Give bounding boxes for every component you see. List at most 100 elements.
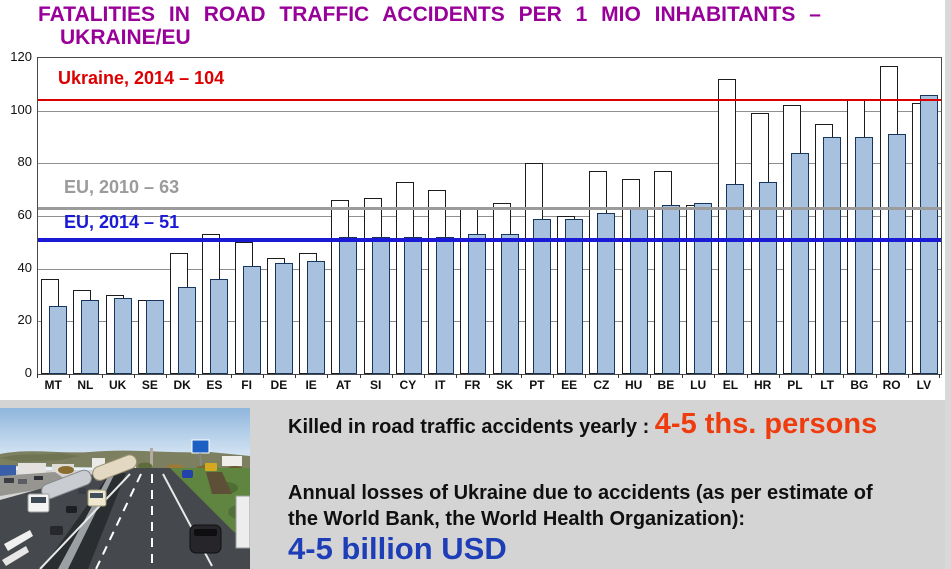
bar-2014-CZ	[597, 213, 616, 374]
x-axis: MT NL UK SE DK ES FI DE IE AT SI CY IT FR SK PT EE CZ HU BE…	[37, 374, 940, 396]
bar-2014-BG	[855, 137, 874, 374]
bar-2014-SE	[145, 300, 164, 374]
x-label-EE: EE	[561, 378, 578, 392]
x-label-HU: HU	[624, 378, 643, 392]
losses-value: 4-5 billion USD	[288, 531, 507, 566]
losses-line1: Annual losses of Ukraine due to accident…	[288, 482, 873, 504]
ref-label-51: EU, 2014 – 51	[64, 211, 180, 232]
x-label-IE: IE	[305, 378, 317, 392]
bar-group-HR	[748, 58, 780, 374]
page-title-line1: FATALITIES IN ROAD TRAFFIC ACCIDENTS PER…	[38, 3, 821, 26]
bar-group-SK	[490, 58, 522, 374]
killed-statistic: Killed in road traffic accidents yearly …	[288, 408, 877, 441]
x-label-BG: BG	[850, 378, 869, 392]
slide-right-edge	[945, 0, 951, 569]
x-tick	[746, 374, 748, 378]
bar-2014-IT	[436, 237, 454, 374]
y-tick-label: 120	[10, 49, 32, 64]
x-label-LU: LU	[690, 378, 707, 392]
x-tick	[424, 374, 425, 378]
plot-area: Ukraine, 2014 – 104 EU, 2010 – 63 EU, 2014…	[37, 57, 942, 375]
x-tick	[69, 374, 71, 378]
x-tick	[520, 374, 522, 378]
x-label-NL: NL	[77, 378, 94, 392]
bar-group-BG	[844, 58, 876, 374]
bar-2014-AT	[339, 237, 358, 374]
x-label-IT: IT	[434, 378, 446, 392]
bar-2014-MT	[49, 305, 67, 374]
x-tick	[133, 374, 135, 378]
highway-photo	[0, 408, 250, 569]
bar-group-BE	[651, 58, 683, 374]
x-tick	[488, 374, 490, 378]
y-tick-label: 20	[17, 312, 32, 328]
x-tick	[198, 374, 200, 378]
x-tick	[262, 374, 264, 378]
bar-group-LT	[812, 58, 844, 374]
bar-group-AT	[328, 58, 360, 374]
x-tick	[907, 374, 909, 378]
bar-2014-LU	[694, 202, 712, 374]
bar-group-IE	[296, 58, 328, 374]
x-label-SK: SK	[496, 378, 513, 392]
bar-2014-ES	[210, 279, 229, 374]
y-tick-label: 0	[24, 365, 32, 380]
bar-group-ES	[199, 58, 231, 374]
x-label-LV: LV	[916, 378, 932, 392]
bar-2014-CY	[403, 237, 422, 374]
ref-label-104: Ukraine, 2014 – 104	[58, 68, 225, 89]
bar-group-SI	[361, 58, 393, 374]
x-label-EL: EL	[722, 378, 739, 392]
bar-2014-BE	[661, 205, 680, 374]
bar-2014-DK	[178, 287, 196, 374]
ref-line-63	[38, 206, 941, 210]
x-label-SE: SE	[141, 378, 158, 392]
x-tick	[875, 374, 877, 378]
bar-2014-HU	[629, 208, 648, 374]
x-tick	[327, 374, 329, 378]
x-tick	[166, 374, 167, 378]
x-label-LT: LT	[820, 378, 835, 392]
x-tick	[778, 374, 780, 378]
x-tick	[295, 374, 296, 378]
y-tick-label: 60	[17, 207, 32, 222]
x-label-SI: SI	[369, 378, 382, 392]
bottom-panel: Killed in road traffic accidents yearly …	[0, 400, 951, 569]
bar-group-FR	[457, 58, 489, 374]
x-label-AT: AT	[335, 378, 351, 392]
killed-value: 4-5 ths. persons	[654, 408, 878, 440]
x-tick	[617, 374, 619, 378]
bar-2014-UK	[113, 297, 132, 374]
losses-statement: Annual losses of Ukraine due to accident…	[288, 480, 951, 532]
bar-group-DK	[167, 58, 199, 374]
x-tick	[37, 374, 38, 378]
x-tick	[101, 374, 103, 378]
bar-group-IT	[425, 58, 457, 374]
bar-group-SE	[135, 58, 167, 374]
x-tick	[553, 374, 554, 378]
bar-2014-IE	[307, 260, 325, 374]
bar-group-PT	[522, 58, 554, 374]
x-tick	[585, 374, 587, 378]
x-label-PT: PT	[529, 378, 545, 392]
bar-group-LU	[683, 58, 715, 374]
bar-2014-FI	[242, 266, 261, 374]
x-tick	[714, 374, 716, 378]
bar-2014-EE	[565, 218, 583, 374]
x-label-ES: ES	[206, 378, 223, 392]
bar-group-CY	[393, 58, 425, 374]
bar-2014-SK	[500, 234, 519, 374]
bar-2014-LV	[919, 94, 938, 374]
x-label-CZ: CZ	[593, 378, 610, 392]
gridline	[38, 216, 941, 217]
gridline	[38, 268, 941, 270]
ref-line-104	[38, 99, 941, 102]
x-tick	[682, 374, 683, 378]
bar-2014-NL	[81, 300, 100, 374]
x-label-CY: CY	[399, 378, 417, 392]
x-label-PL: PL	[787, 378, 803, 392]
bar-2014-FR	[468, 234, 487, 374]
gridline	[38, 163, 941, 165]
bar-2014-DE	[274, 263, 293, 374]
